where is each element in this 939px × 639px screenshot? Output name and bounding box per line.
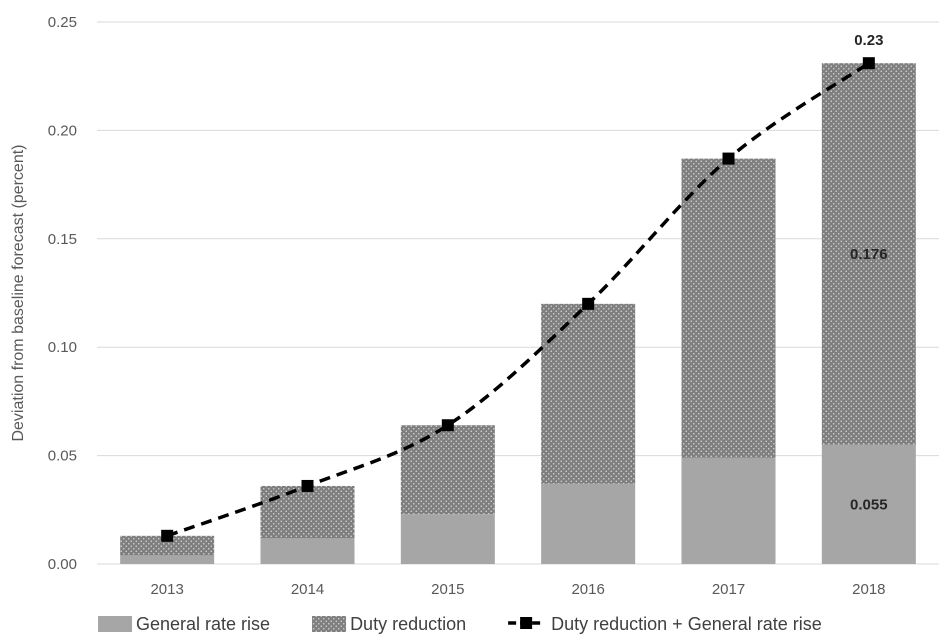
bar-general-rate-rise [541, 483, 636, 564]
bar-general-rate-rise [400, 514, 495, 564]
x-tick-label: 2017 [712, 581, 745, 598]
legend-label: Duty reduction + General rate rise [551, 614, 822, 634]
legend-label: Duty reduction [350, 614, 466, 634]
legend: General rate rise Duty reduction Duty redu… [98, 614, 822, 634]
legend-marker-swatch [520, 617, 533, 629]
line-marker [722, 152, 735, 165]
line-marker [301, 479, 314, 492]
legend-label: General rate rise [136, 614, 270, 634]
bar-general-rate-rise [681, 457, 776, 564]
labels: 0.00 0.05 0.10 0.15 0.20 0.25 2013 2014 2015 2016… [48, 14, 888, 598]
bar-duty-reduction [681, 158, 776, 458]
y-tick-label: 0.25 [48, 14, 77, 31]
data-label: 0.23 [854, 32, 883, 49]
bar-duty-reduction [400, 425, 495, 515]
line-series [161, 57, 875, 542]
legend-swatch [98, 616, 132, 632]
y-tick-label: 0.10 [48, 339, 77, 356]
bar-general-rate-rise [120, 555, 215, 564]
y-tick-label: 0.20 [48, 122, 77, 139]
data-label: 0.176 [850, 246, 888, 263]
line-marker [582, 297, 595, 310]
line-marker [441, 419, 454, 432]
x-tick-label: 2015 [431, 581, 464, 598]
y-tick-label: 0.00 [48, 556, 77, 573]
bar-duty-reduction [120, 535, 215, 556]
bar-duty-reduction [260, 485, 355, 538]
y-tick-label: 0.05 [48, 448, 77, 465]
x-tick-label: 2016 [571, 581, 604, 598]
y-tick-label: 0.15 [48, 231, 77, 248]
bar-general-rate-rise [821, 444, 916, 564]
bar-duty-reduction [541, 303, 636, 484]
gridlines [97, 21, 939, 565]
bar-duty-reduction [821, 63, 916, 445]
x-tick-label: 2018 [852, 581, 885, 598]
bar-general-rate-rise [260, 537, 355, 564]
y-axis-title: Deviation from baseline forecast (percen… [10, 144, 27, 441]
bars [120, 63, 916, 564]
x-tick-label: 2013 [150, 581, 183, 598]
line-marker [161, 529, 174, 542]
legend-swatch [312, 616, 347, 632]
data-label: 0.055 [850, 496, 888, 513]
x-tick-label: 2014 [291, 581, 324, 598]
line-marker [862, 57, 875, 70]
